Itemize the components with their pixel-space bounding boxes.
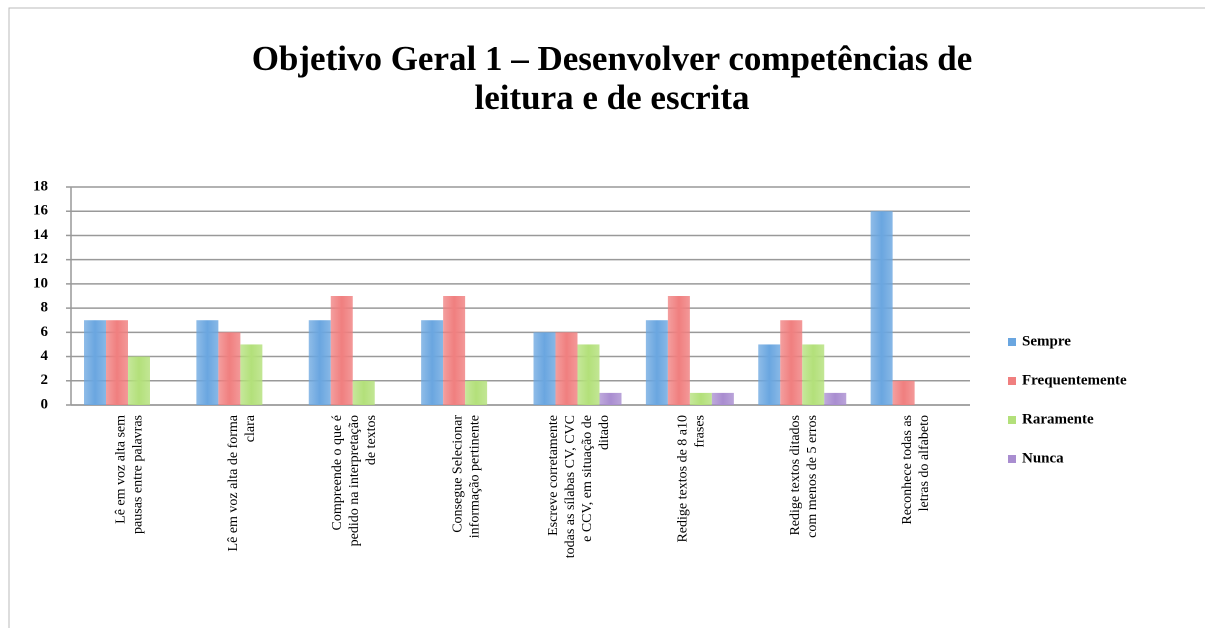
y-tick-label: 2 bbox=[41, 372, 49, 388]
legend-label: Frequentemente bbox=[1022, 372, 1127, 388]
bar bbox=[645, 320, 668, 405]
bar bbox=[689, 392, 712, 405]
legend-label: Raramente bbox=[1022, 411, 1094, 427]
y-tick-label: 16 bbox=[33, 203, 49, 219]
chart-title: Objetivo Geral 1 – Desenvolver competênc… bbox=[252, 39, 973, 117]
bar bbox=[352, 380, 375, 405]
bar bbox=[870, 211, 893, 405]
bar bbox=[802, 344, 825, 405]
legend-swatch bbox=[1008, 416, 1016, 424]
x-tick-label: Escreve corretamente todas as sílabas CV,… bbox=[546, 415, 612, 558]
y-tick-label: 4 bbox=[41, 348, 49, 364]
bar bbox=[555, 332, 578, 405]
y-tick-label: 14 bbox=[33, 227, 49, 243]
x-tick-label: Lê em voz alta de forma clara bbox=[226, 414, 258, 551]
x-tick-label: Reconhece todas as letras do alfabeto bbox=[900, 415, 932, 525]
bar bbox=[533, 332, 556, 405]
y-tick-label: 8 bbox=[41, 300, 49, 316]
bar bbox=[240, 344, 263, 405]
y-tick-label: 6 bbox=[41, 324, 49, 340]
bar bbox=[667, 296, 690, 405]
bar bbox=[824, 392, 847, 405]
bar bbox=[758, 344, 781, 405]
bar bbox=[421, 320, 444, 405]
bar bbox=[577, 344, 600, 405]
bar bbox=[330, 296, 353, 405]
bar bbox=[106, 320, 128, 405]
x-tick-label: Redige textos de 8 a10 frases bbox=[675, 415, 707, 543]
y-tick-label: 10 bbox=[33, 275, 48, 291]
legend-swatch bbox=[1008, 338, 1016, 346]
bar bbox=[196, 320, 219, 405]
bar bbox=[128, 356, 150, 405]
bar bbox=[465, 380, 488, 405]
bar bbox=[599, 392, 622, 405]
bar bbox=[443, 296, 466, 405]
y-tick-label: 0 bbox=[41, 396, 49, 412]
chart-border bbox=[8, 7, 1205, 628]
x-tick-label: Consegue Selecionar informação pertinente bbox=[451, 415, 483, 539]
legend-label: Sempre bbox=[1022, 333, 1071, 349]
y-tick-label: 12 bbox=[33, 251, 48, 267]
legend-label: Nunca bbox=[1022, 450, 1064, 466]
bar bbox=[84, 320, 106, 405]
bar bbox=[892, 380, 915, 405]
x-tick-label: Redige textos ditados com menos de 5 erro… bbox=[788, 415, 820, 538]
x-tick-label: Lê em voz alta sem pausas entre palavras bbox=[114, 415, 146, 534]
x-tick-label: Compreende o que é pedido na interpretaçã… bbox=[330, 415, 379, 546]
legend-swatch bbox=[1008, 377, 1016, 385]
bar bbox=[308, 320, 331, 405]
bar bbox=[711, 392, 734, 405]
legend-swatch bbox=[1008, 455, 1016, 463]
bar bbox=[218, 332, 241, 405]
bar bbox=[780, 320, 803, 405]
y-tick-label: 18 bbox=[33, 178, 48, 194]
